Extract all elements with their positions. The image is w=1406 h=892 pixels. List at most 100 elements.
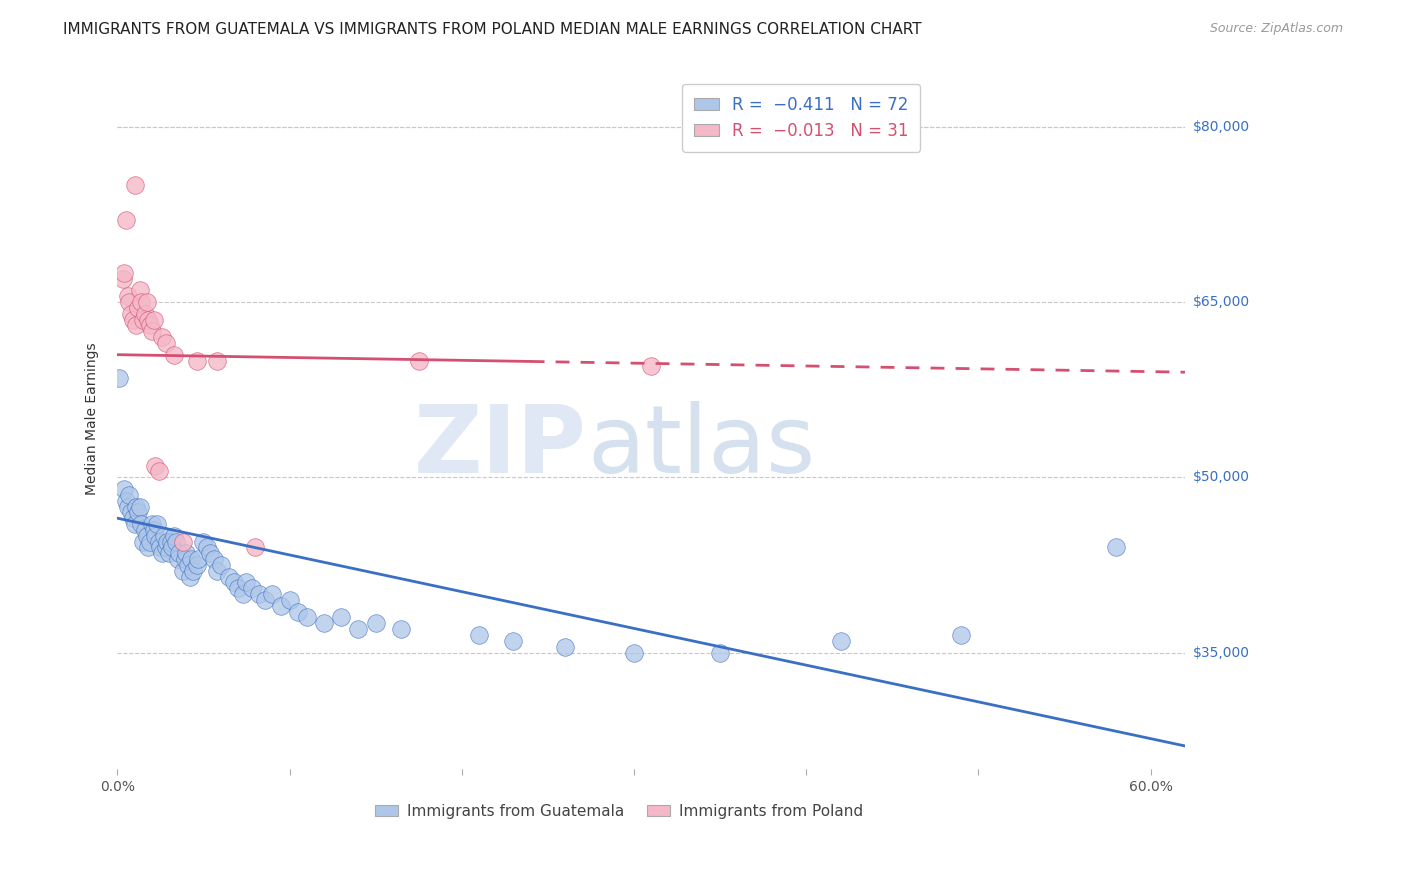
Point [287,605,309,619]
Point [295,610,318,624]
Point [135,295,157,310]
Text: Source: ZipAtlas.com: Source: ZipAtlas.com [1209,22,1343,36]
Point [127,301,149,315]
Point [166,552,188,566]
Point [1105,541,1128,555]
Text: IMMIGRANTS FROM GUATEMALA VS IMMIGRANTS FROM POLAND MEDIAN MALE EARNINGS CORRELA: IMMIGRANTS FROM GUATEMALA VS IMMIGRANTS … [63,22,922,37]
Point [146,516,169,531]
Point [330,610,353,624]
Text: $80,000: $80,000 [1194,120,1250,134]
Point [142,523,165,537]
Point [232,587,254,601]
Point [141,324,163,338]
Point [254,593,277,607]
Point [278,593,301,607]
Text: ZIP: ZIP [415,401,588,493]
Point [623,646,645,660]
Point [120,307,142,321]
Point [148,534,170,549]
Point [950,628,973,642]
Point [262,587,284,601]
Point [112,482,135,496]
Point [408,353,430,368]
Point [108,371,131,385]
Point [172,534,194,549]
Point [115,493,138,508]
Point [124,178,146,193]
Point [235,575,257,590]
Point [120,505,142,519]
Point [709,646,731,660]
Point [138,312,160,326]
Point [179,569,201,583]
Point [131,295,153,310]
Text: atlas: atlas [588,401,815,493]
Point [159,534,181,549]
Point [149,541,172,555]
Point [127,505,149,519]
Point [224,575,246,590]
Point [141,516,163,531]
Point [247,587,270,601]
Point [391,622,413,636]
Point [181,564,204,578]
Point [162,541,184,555]
Point [180,552,202,566]
Point [112,266,135,280]
Point [153,529,176,543]
Text: $50,000: $50,000 [1194,470,1250,484]
Point [142,312,165,326]
Point [173,552,195,566]
Point [240,581,263,595]
Point [177,558,200,572]
Point [128,500,150,514]
Point [187,552,209,566]
Point [111,272,134,286]
Point [121,312,143,326]
Point [186,353,208,368]
Point [169,546,191,560]
Point [312,616,335,631]
Point [195,541,218,555]
Point [139,318,162,333]
Point [156,534,179,549]
Point [121,511,143,525]
Point [139,534,162,549]
Point [134,523,156,537]
Point [135,529,157,543]
Point [138,541,160,555]
Point [132,534,155,549]
Point [125,500,148,514]
Point [134,307,156,321]
Point [163,348,186,362]
Point [347,622,370,636]
Point [218,569,240,583]
Point [640,359,662,374]
Point [186,558,208,572]
Point [124,516,146,531]
Point [125,318,148,333]
Point [143,529,166,543]
Point [468,628,491,642]
Point [155,336,177,351]
Point [150,546,173,560]
Point [131,516,153,531]
Y-axis label: Median Male Earnings: Median Male Earnings [86,343,100,495]
Point [554,640,576,654]
Point [128,284,150,298]
Point [205,564,228,578]
Point [270,599,292,613]
Text: $35,000: $35,000 [1194,646,1250,659]
Point [174,546,197,560]
Point [150,330,173,344]
Point [205,353,228,368]
Legend: Immigrants from Guatemala, Immigrants from Poland: Immigrants from Guatemala, Immigrants fr… [368,797,869,825]
Point [202,552,225,566]
Point [243,541,266,555]
Point [155,541,177,555]
Point [226,581,249,595]
Point [143,458,166,473]
Point [132,312,155,326]
Point [118,295,141,310]
Point [117,289,139,303]
